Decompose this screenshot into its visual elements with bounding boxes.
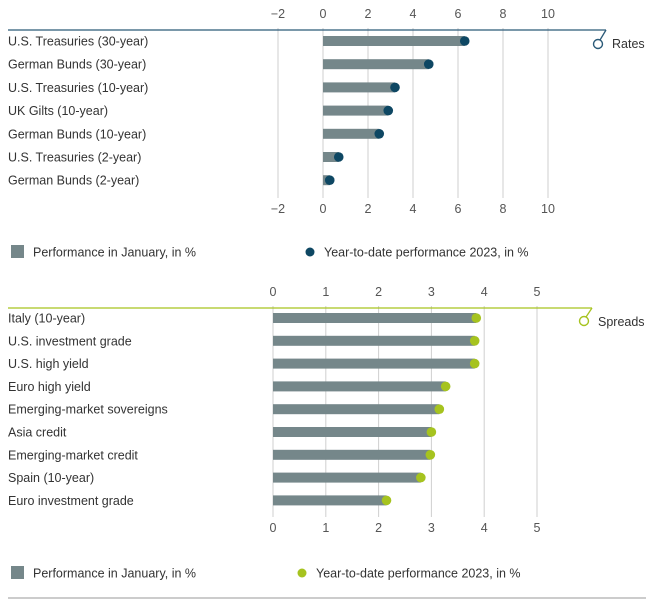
bar (273, 427, 432, 437)
ytd-dot (390, 82, 400, 93)
ytd-dot (324, 175, 335, 185)
bar (273, 495, 387, 506)
bar (273, 335, 475, 346)
panel-tag-circle (578, 315, 590, 327)
x-tick-label-top: 10 (541, 7, 555, 21)
x-tick-label-top: 8 (500, 7, 507, 21)
x-tick-label-top: 5 (534, 285, 541, 299)
bar (273, 472, 421, 483)
panel-header-connector (585, 307, 593, 318)
x-tick-label-bottom: 3 (428, 521, 435, 535)
category-label: Euro high yield (8, 380, 91, 394)
x-tick-label-top: 4 (481, 285, 488, 299)
bar (273, 404, 440, 415)
category-label: Euro investment grade (8, 494, 134, 508)
bar (323, 105, 389, 116)
ytd-dot (426, 427, 437, 437)
category-label: Spain (10-year) (8, 471, 94, 485)
x-tick-label-bottom: 8 (500, 202, 507, 216)
bar (273, 381, 446, 392)
legend-label-dot: Year-to-date performance 2023, in % (324, 246, 529, 260)
ytd-dot (425, 450, 436, 460)
x-tick-label-top: 2 (365, 7, 372, 21)
panel-tag-label: Spreads (598, 315, 645, 329)
x-tick-label-bottom: 2 (365, 202, 372, 216)
bar (323, 36, 465, 46)
ytd-dot (469, 336, 480, 346)
x-tick-label-bottom: 4 (410, 202, 417, 216)
category-label: Emerging-market credit (8, 448, 138, 462)
ytd-dot (381, 495, 392, 506)
x-tick-label-top: 4 (410, 7, 417, 21)
bar (323, 152, 339, 162)
category-label: Asia credit (8, 426, 67, 440)
x-tick-label-top: 1 (322, 285, 329, 299)
ytd-dot (471, 313, 482, 323)
category-label: German Bunds (10-year) (8, 127, 146, 141)
category-label: German Bunds (2-year) (8, 174, 139, 188)
legend-swatch-bar (11, 245, 24, 258)
x-tick-label-bottom: 0 (270, 521, 277, 535)
legend-label-bar: Performance in January, in % (33, 567, 196, 581)
x-tick-label-bottom: 4 (481, 521, 488, 535)
ytd-dot (469, 358, 480, 369)
category-label: Italy (10-year) (8, 312, 85, 326)
category-label: U.S. high yield (8, 357, 89, 371)
category-label: German Bunds (30-year) (8, 58, 146, 72)
x-tick-label-top: 2 (375, 285, 382, 299)
panel-tag-circle (592, 38, 604, 50)
ytd-dot (416, 472, 426, 483)
x-tick-label-bottom: 10 (541, 202, 555, 216)
x-tick-label-bottom: 0 (320, 202, 327, 216)
x-tick-label-bottom: 5 (534, 521, 541, 535)
bar (273, 358, 475, 369)
category-label: U.S. Treasuries (2-year) (8, 151, 141, 165)
category-label: Emerging-market sovereigns (8, 403, 168, 417)
bar (323, 82, 395, 93)
category-label: U.S. Treasuries (10-year) (8, 81, 148, 95)
x-tick-label-top: 3 (428, 285, 435, 299)
x-tick-label-top: −2 (271, 7, 285, 21)
x-tick-label-top: 6 (455, 7, 462, 21)
x-tick-label-bottom: 2 (375, 521, 382, 535)
x-tick-label-top: 0 (270, 285, 277, 299)
panel-header-connector (599, 29, 607, 41)
legend-swatch-dot (297, 568, 307, 578)
bar (273, 449, 431, 460)
category-label: U.S. Treasuries (30-year) (8, 35, 148, 49)
ytd-dot (440, 381, 451, 392)
x-tick-label-bottom: −2 (271, 202, 285, 216)
category-label: U.S. investment grade (8, 334, 132, 348)
x-tick-label-top: 0 (320, 7, 327, 21)
bar (273, 313, 477, 323)
ytd-dot (434, 404, 445, 415)
legend-label-bar: Performance in January, in % (33, 246, 196, 260)
category-label: UK Gilts (10-year) (8, 104, 108, 118)
ytd-dot (374, 129, 385, 139)
legend-label-dot: Year-to-date performance 2023, in % (316, 567, 521, 581)
legend-swatch-bar (11, 566, 24, 579)
ytd-dot (333, 152, 344, 162)
ytd-dot (383, 105, 394, 116)
ytd-dot (459, 36, 470, 46)
bar (323, 59, 429, 70)
legend-swatch-dot (305, 247, 315, 257)
panel-tag-label: Rates (612, 37, 645, 51)
x-tick-label-bottom: 6 (455, 202, 462, 216)
ytd-dot (423, 59, 434, 69)
x-tick-label-bottom: 1 (322, 521, 329, 535)
bar (323, 128, 380, 139)
